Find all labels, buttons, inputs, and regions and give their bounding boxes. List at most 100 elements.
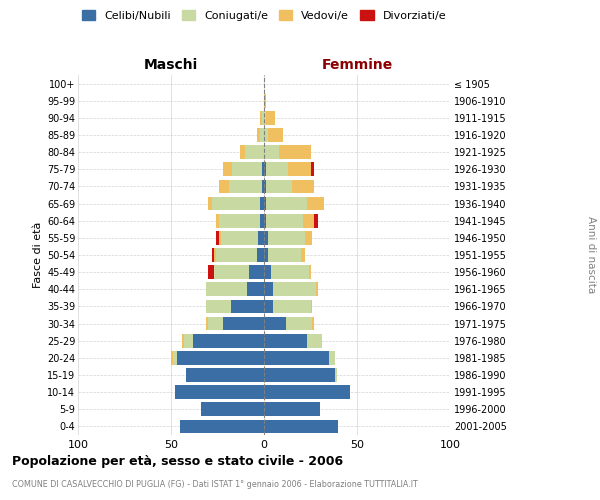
Bar: [264, 146, 279, 159]
Bar: [176, 351, 264, 364]
Bar: [193, 334, 264, 347]
Bar: [247, 282, 264, 296]
Bar: [268, 128, 283, 142]
Bar: [274, 300, 311, 314]
Y-axis label: Fasce di età: Fasce di età: [32, 222, 43, 288]
Bar: [266, 111, 275, 124]
Text: Popolazione per età, sesso e stato civile - 2006: Popolazione per età, sesso e stato civil…: [12, 455, 343, 468]
Bar: [266, 162, 288, 176]
Bar: [314, 214, 318, 228]
Bar: [260, 196, 264, 210]
Bar: [208, 196, 212, 210]
Bar: [260, 214, 264, 228]
Bar: [223, 162, 232, 176]
Bar: [184, 334, 193, 347]
Bar: [232, 162, 262, 176]
Bar: [264, 128, 268, 142]
Bar: [206, 316, 208, 330]
Bar: [208, 316, 223, 330]
Bar: [173, 351, 176, 364]
Bar: [264, 111, 266, 124]
Bar: [229, 180, 262, 194]
Bar: [221, 231, 259, 244]
Bar: [264, 420, 338, 434]
Bar: [313, 316, 314, 330]
Bar: [214, 248, 215, 262]
Bar: [206, 300, 230, 314]
Bar: [264, 402, 320, 416]
Bar: [245, 146, 264, 159]
Bar: [262, 180, 264, 194]
Bar: [308, 266, 311, 279]
Bar: [264, 162, 266, 176]
Bar: [264, 300, 274, 314]
Bar: [181, 420, 264, 434]
Bar: [266, 180, 292, 194]
Bar: [215, 248, 257, 262]
Bar: [286, 316, 313, 330]
Bar: [316, 282, 318, 296]
Legend: Celibi/Nubili, Coniugati/e, Vedovi/e, Divorziati/e: Celibi/Nubili, Coniugati/e, Vedovi/e, Di…: [80, 8, 448, 23]
Bar: [214, 266, 249, 279]
Bar: [257, 248, 264, 262]
Bar: [220, 214, 260, 228]
Bar: [268, 248, 301, 262]
Bar: [201, 402, 264, 416]
Bar: [240, 146, 245, 159]
Bar: [266, 196, 307, 210]
Bar: [305, 231, 313, 244]
Bar: [264, 180, 266, 194]
Bar: [215, 214, 220, 228]
Bar: [230, 300, 264, 314]
Bar: [292, 180, 314, 194]
Bar: [215, 231, 220, 244]
Bar: [307, 196, 323, 210]
Bar: [279, 146, 311, 159]
Bar: [271, 266, 308, 279]
Bar: [264, 282, 274, 296]
Bar: [220, 180, 229, 194]
Bar: [264, 351, 329, 364]
Bar: [220, 231, 221, 244]
Bar: [264, 368, 335, 382]
Bar: [175, 386, 264, 399]
Bar: [301, 248, 305, 262]
Bar: [212, 196, 260, 210]
Bar: [311, 300, 313, 314]
Bar: [212, 248, 214, 262]
Bar: [262, 111, 264, 124]
Bar: [335, 368, 337, 382]
Bar: [208, 266, 214, 279]
Bar: [264, 248, 268, 262]
Bar: [182, 334, 184, 347]
Bar: [186, 368, 264, 382]
Bar: [268, 231, 305, 244]
Bar: [264, 231, 268, 244]
Bar: [303, 214, 314, 228]
Bar: [260, 111, 262, 124]
Bar: [257, 128, 260, 142]
Bar: [311, 162, 314, 176]
Bar: [264, 214, 266, 228]
Bar: [264, 266, 271, 279]
Bar: [171, 351, 173, 364]
Bar: [274, 282, 316, 296]
Bar: [264, 334, 307, 347]
Bar: [223, 316, 264, 330]
Text: Maschi: Maschi: [144, 58, 198, 71]
Bar: [259, 231, 264, 244]
Text: COMUNE DI CASALVECCHIO DI PUGLIA (FG) - Dati ISTAT 1° gennaio 2006 - Elaborazion: COMUNE DI CASALVECCHIO DI PUGLIA (FG) - …: [12, 480, 418, 489]
Bar: [264, 316, 286, 330]
Bar: [249, 266, 264, 279]
Bar: [264, 196, 266, 210]
Bar: [288, 162, 311, 176]
Bar: [206, 282, 247, 296]
Bar: [266, 214, 303, 228]
Text: Anni di nascita: Anni di nascita: [586, 216, 596, 294]
Text: Femmine: Femmine: [322, 58, 392, 71]
Bar: [260, 128, 264, 142]
Bar: [262, 162, 264, 176]
Bar: [264, 94, 266, 108]
Bar: [264, 386, 350, 399]
Bar: [307, 334, 322, 347]
